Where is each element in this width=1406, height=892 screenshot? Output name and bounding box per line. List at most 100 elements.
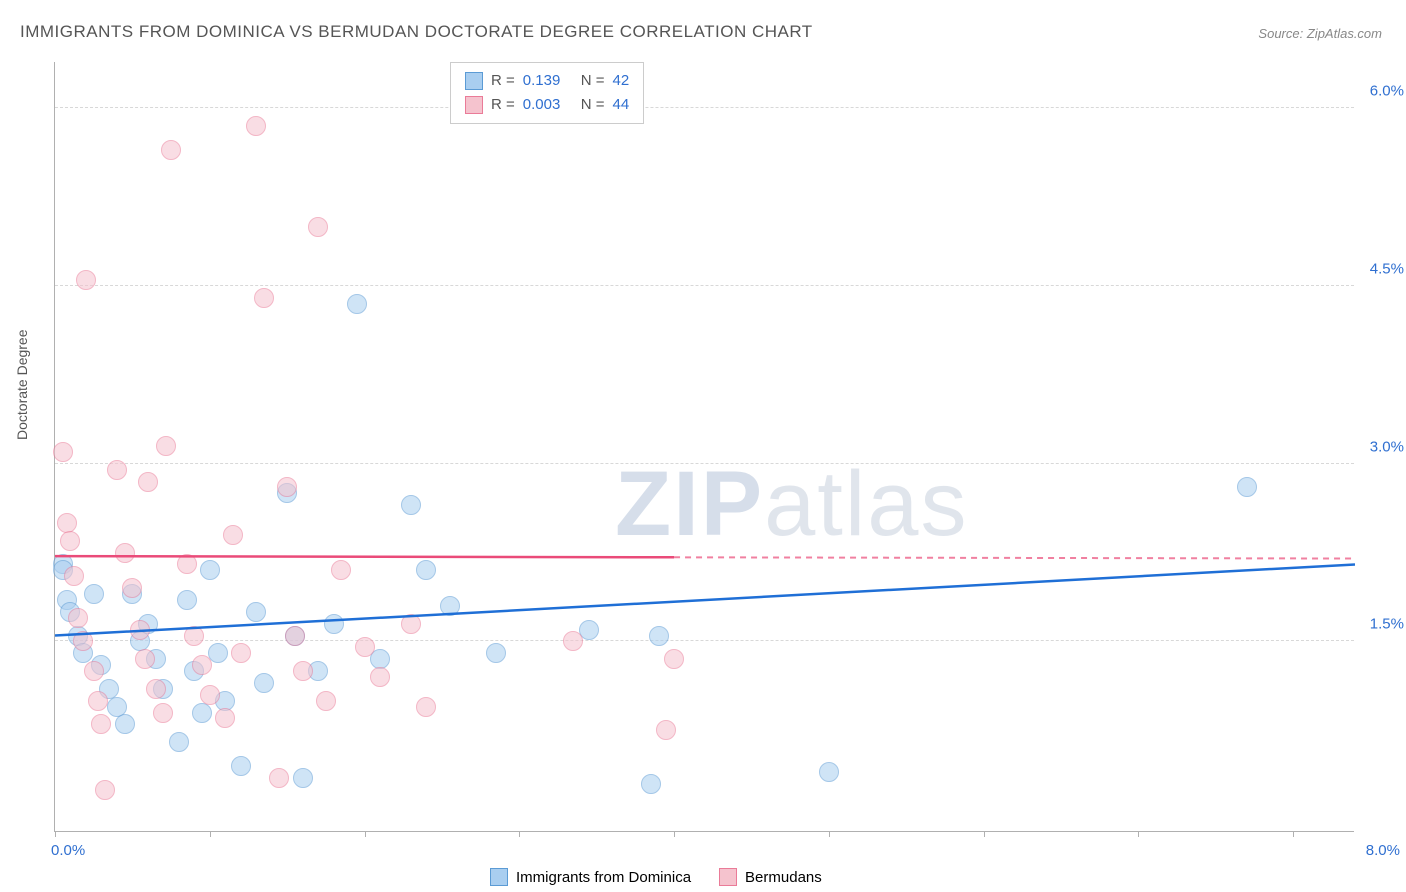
x-tick — [519, 831, 520, 837]
point-bermudans — [115, 543, 135, 563]
point-bermudans — [73, 631, 93, 651]
n-label: N = — [581, 93, 605, 117]
point-bermudans — [53, 442, 73, 462]
point-bermudans — [130, 620, 150, 640]
point-bermudans — [122, 578, 142, 598]
point-bermudans — [293, 661, 313, 681]
stats-swatch-dominica — [465, 72, 483, 90]
source-label: Source: — [1258, 26, 1303, 41]
watermark-atlas: atlas — [764, 453, 968, 555]
point-bermudans — [146, 679, 166, 699]
point-bermudans — [664, 649, 684, 669]
point-dominica — [401, 495, 421, 515]
point-dominica — [649, 626, 669, 646]
point-dominica — [293, 768, 313, 788]
point-dominica — [246, 602, 266, 622]
point-bermudans — [91, 714, 111, 734]
point-bermudans — [156, 436, 176, 456]
y-tick-label: 3.0% — [1360, 438, 1404, 455]
point-dominica — [324, 614, 344, 634]
r-value: 0.139 — [523, 69, 573, 93]
point-bermudans — [200, 685, 220, 705]
legend-label-bermudans: Bermudans — [745, 869, 822, 886]
point-dominica — [440, 596, 460, 616]
point-bermudans — [192, 655, 212, 675]
trendline-dominica — [55, 564, 1355, 635]
stats-row-bermudans: R =0.003N =44 — [465, 93, 629, 117]
y-axis-label: Doctorate Degree — [14, 329, 30, 440]
series-legend: Immigrants from Dominica Bermudans — [490, 868, 822, 886]
point-dominica — [641, 774, 661, 794]
x-tick — [55, 831, 56, 837]
point-bermudans — [84, 661, 104, 681]
watermark-zip: ZIP — [615, 453, 764, 555]
point-dominica — [347, 294, 367, 314]
point-bermudans — [370, 667, 390, 687]
point-bermudans — [401, 614, 421, 634]
point-dominica — [200, 560, 220, 580]
source-attribution: Source: ZipAtlas.com — [1258, 26, 1382, 41]
point-bermudans — [60, 531, 80, 551]
watermark: ZIPatlas — [615, 452, 968, 557]
point-bermudans — [135, 649, 155, 669]
point-bermudans — [64, 566, 84, 586]
point-bermudans — [138, 472, 158, 492]
y-tick-label: 1.5% — [1360, 616, 1404, 633]
y-tick-label: 4.5% — [1360, 261, 1404, 278]
point-bermudans — [308, 217, 328, 237]
point-bermudans — [68, 608, 88, 628]
point-bermudans — [269, 768, 289, 788]
point-dominica — [192, 703, 212, 723]
plot-area: ZIPatlas 1.5%3.0%4.5%6.0%0.0%8.0% — [54, 62, 1354, 832]
gridline — [55, 640, 1354, 641]
legend-swatch-bermudans — [719, 868, 737, 886]
point-bermudans — [215, 708, 235, 728]
legend-item-dominica: Immigrants from Dominica — [490, 868, 691, 886]
point-dominica — [84, 584, 104, 604]
point-bermudans — [177, 554, 197, 574]
point-dominica — [486, 643, 506, 663]
point-bermudans — [246, 116, 266, 136]
point-dominica — [231, 756, 251, 776]
point-dominica — [254, 673, 274, 693]
x-tick — [829, 831, 830, 837]
x-tick — [365, 831, 366, 837]
x-tick — [984, 831, 985, 837]
source-name: ZipAtlas.com — [1307, 26, 1382, 41]
point-dominica — [416, 560, 436, 580]
point-bermudans — [223, 525, 243, 545]
point-bermudans — [316, 691, 336, 711]
point-dominica — [1237, 477, 1257, 497]
stats-row-dominica: R =0.139N =42 — [465, 69, 629, 93]
point-bermudans — [184, 626, 204, 646]
point-bermudans — [88, 691, 108, 711]
chart-title: IMMIGRANTS FROM DOMINICA VS BERMUDAN DOC… — [20, 22, 813, 42]
x-tick — [1293, 831, 1294, 837]
gridline — [55, 463, 1354, 464]
point-bermudans — [285, 626, 305, 646]
point-bermudans — [355, 637, 375, 657]
y-tick-label: 6.0% — [1360, 83, 1404, 100]
gridline — [55, 285, 1354, 286]
point-dominica — [169, 732, 189, 752]
x-tick — [210, 831, 211, 837]
legend-item-bermudans: Bermudans — [719, 868, 822, 886]
x-tick-label-min: 0.0% — [51, 842, 85, 859]
r-label: R = — [491, 69, 515, 93]
point-bermudans — [153, 703, 173, 723]
point-bermudans — [331, 560, 351, 580]
point-bermudans — [76, 270, 96, 290]
trendline-bermudans — [55, 556, 674, 557]
point-dominica — [115, 714, 135, 734]
x-tick — [674, 831, 675, 837]
legend-label-dominica: Immigrants from Dominica — [516, 869, 691, 886]
point-dominica — [177, 590, 197, 610]
point-bermudans — [277, 477, 297, 497]
stats-swatch-bermudans — [465, 96, 483, 114]
n-value: 44 — [613, 93, 630, 117]
gridline — [55, 107, 1354, 108]
stats-legend: R =0.139N =42R =0.003N =44 — [450, 62, 644, 124]
point-bermudans — [107, 460, 127, 480]
r-label: R = — [491, 93, 515, 117]
x-tick-label-max: 8.0% — [1366, 842, 1400, 859]
